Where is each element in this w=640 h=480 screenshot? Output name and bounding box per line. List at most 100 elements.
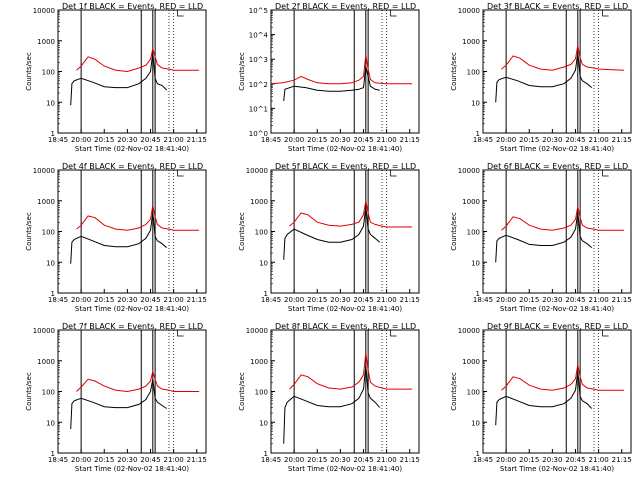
y-tick-label: 1000 xyxy=(462,358,480,366)
series-line-red-lld xyxy=(76,369,200,393)
y-tick-label: 1 xyxy=(476,130,480,138)
y-tick-label: 10 xyxy=(46,259,55,267)
y-tick-label: 10 xyxy=(259,419,268,427)
detector-panel-5: Det 5f BLACK = Events, RED = LLD Counts/s… xyxy=(238,162,420,313)
detector-panel-3: Det 3f BLACK = Events, RED = LLD Counts/s… xyxy=(450,2,632,153)
y-tick-label: 1 xyxy=(51,130,55,138)
y-axis-label: Counts/sec xyxy=(450,52,458,91)
panel-title: Det 6f BLACK = Events, RED = LLD xyxy=(487,162,628,171)
series-line-black-events xyxy=(70,212,168,264)
x-tick-label: 20:30 xyxy=(330,456,350,464)
y-tick-label: 1 xyxy=(264,450,268,458)
x-axis-label: Start Time (02-Nov-02 18:41:40) xyxy=(75,465,189,473)
y-tick-label: 10000 xyxy=(458,327,480,335)
x-tick-label: 21:15 xyxy=(400,296,420,304)
y-tick-label: 100 xyxy=(42,389,55,397)
x-axis-label: Start Time (02-Nov-02 18:41:40) xyxy=(75,305,189,313)
x-tick-label: 20:00 xyxy=(496,296,516,304)
detector-panel-2: Det 2f BLACK = Events, RED = LLD Counts/s… xyxy=(238,2,420,153)
y-tick-label: 1 xyxy=(476,450,480,458)
x-tick-label: 18:45 xyxy=(48,456,68,464)
y-tick-label: 1 xyxy=(264,290,268,298)
y-axis-label: Counts/sec xyxy=(25,372,33,411)
y-tick-label: 1000 xyxy=(250,358,268,366)
x-tick-label: 21:15 xyxy=(612,296,632,304)
y-axis-label: Counts/sec xyxy=(450,212,458,251)
panel-title: Det 7f BLACK = Events, RED = LLD xyxy=(62,322,203,331)
x-axis-label: Start Time (02-Nov-02 18:41:40) xyxy=(288,145,402,153)
y-tick-label: 1000 xyxy=(37,38,55,46)
x-tick-label: 21:15 xyxy=(187,136,207,144)
panel-title: Det 1f BLACK = Events, RED = LLD xyxy=(62,2,203,11)
y-tick-label: 10 xyxy=(471,419,480,427)
x-tick-label: 20:15 xyxy=(307,136,327,144)
y-tick-label: 10000 xyxy=(458,167,480,175)
x-tick-label: 20:45 xyxy=(140,296,160,304)
y-tick-label: 10 xyxy=(46,99,55,107)
interval-bracket-marker xyxy=(602,10,609,17)
x-tick-label: 21:00 xyxy=(164,456,184,464)
x-tick-label: 21:00 xyxy=(377,136,397,144)
y-tick-label: 10^1 xyxy=(249,105,268,113)
y-tick-label: 1000 xyxy=(37,358,55,366)
y-tick-label: 100 xyxy=(467,229,480,237)
x-tick-label: 20:15 xyxy=(307,296,327,304)
series-line-red-lld xyxy=(289,352,413,390)
y-axis-label: Counts/sec xyxy=(238,372,246,411)
y-tick-label: 1 xyxy=(476,290,480,298)
panel-title: Det 9f BLACK = Events, RED = LLD xyxy=(487,322,628,331)
x-axis-label: Start Time (02-Nov-02 18:41:40) xyxy=(500,305,614,313)
x-tick-label: 20:45 xyxy=(140,456,160,464)
x-tick-label: 20:00 xyxy=(284,296,304,304)
x-axis-label: Start Time (02-Nov-02 18:41:40) xyxy=(500,145,614,153)
y-tick-label: 10 xyxy=(471,99,480,107)
x-tick-label: 21:15 xyxy=(612,136,632,144)
detector-panel-6: Det 6f BLACK = Events, RED = LLD Counts/s… xyxy=(450,162,632,313)
series-line-red-lld xyxy=(501,45,625,71)
series-line-red-lld xyxy=(76,48,200,73)
series-line-black-events xyxy=(283,206,381,260)
y-axis-label: Counts/sec xyxy=(450,372,458,411)
x-tick-label: 20:45 xyxy=(353,136,373,144)
y-tick-label: 10^0 xyxy=(249,130,268,138)
x-tick-label: 20:30 xyxy=(542,456,562,464)
x-tick-label: 18:45 xyxy=(473,456,493,464)
panel-title: Det 2f BLACK = Events, RED = LLD xyxy=(275,2,416,11)
x-tick-label: 21:15 xyxy=(612,456,632,464)
x-tick-label: 20:15 xyxy=(94,136,114,144)
x-tick-label: 20:45 xyxy=(565,456,585,464)
x-tick-label: 21:00 xyxy=(589,296,609,304)
x-tick-label: 20:45 xyxy=(353,296,373,304)
x-tick-label: 21:15 xyxy=(400,136,420,144)
series-line-red-lld xyxy=(76,205,200,231)
series-line-red-lld xyxy=(270,54,413,85)
x-tick-label: 18:45 xyxy=(261,296,281,304)
interval-bracket-marker xyxy=(602,330,609,337)
y-tick-label: 1000 xyxy=(37,198,55,206)
y-tick-label: 10 xyxy=(471,259,480,267)
y-tick-label: 10^2 xyxy=(249,81,268,89)
detector-panel-4: Det 4f BLACK = Events, RED = LLD Counts/s… xyxy=(25,162,207,313)
y-tick-label: 10000 xyxy=(33,7,55,15)
y-tick-label: 10 xyxy=(259,259,268,267)
x-tick-label: 18:45 xyxy=(261,136,281,144)
panel-title: Det 8f BLACK = Events, RED = LLD xyxy=(275,322,416,331)
y-tick-label: 1000 xyxy=(462,198,480,206)
x-tick-label: 20:45 xyxy=(140,136,160,144)
y-tick-label: 1000 xyxy=(250,198,268,206)
interval-bracket-marker xyxy=(390,170,397,177)
x-tick-label: 18:45 xyxy=(48,136,68,144)
y-tick-label: 10000 xyxy=(33,327,55,335)
x-tick-label: 20:30 xyxy=(117,456,137,464)
y-tick-label: 10 xyxy=(46,419,55,427)
y-tick-label: 1000 xyxy=(462,38,480,46)
x-tick-label: 21:15 xyxy=(400,456,420,464)
x-tick-label: 21:00 xyxy=(377,456,397,464)
panel-title: Det 5f BLACK = Events, RED = LLD xyxy=(275,162,416,171)
y-tick-label: 100 xyxy=(42,229,55,237)
x-tick-label: 18:45 xyxy=(473,296,493,304)
x-tick-label: 20:15 xyxy=(519,456,539,464)
x-tick-label: 18:45 xyxy=(473,136,493,144)
y-tick-label: 10000 xyxy=(33,167,55,175)
interval-bracket-marker xyxy=(390,330,397,337)
